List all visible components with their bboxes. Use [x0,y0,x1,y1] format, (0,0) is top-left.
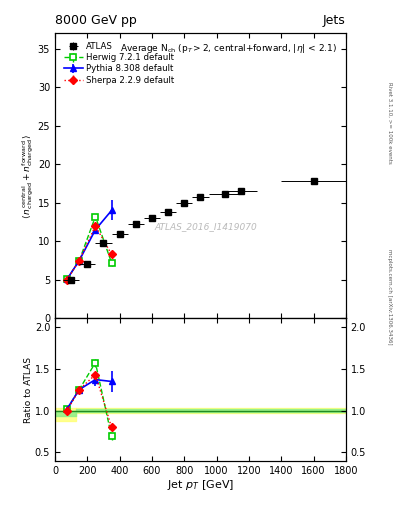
Y-axis label: Ratio to ATLAS: Ratio to ATLAS [24,356,33,422]
X-axis label: Jet $p_T$ [GeV]: Jet $p_T$ [GeV] [167,478,234,493]
Text: Rivet 3.1.10, >= 100k events: Rivet 3.1.10, >= 100k events [387,82,392,164]
Legend: ATLAS, Herwig 7.2.1 default, Pythia 8.308 default, Sherpa 2.2.9 default: ATLAS, Herwig 7.2.1 default, Pythia 8.30… [62,40,176,87]
Text: 8000 GeV pp: 8000 GeV pp [55,14,137,27]
Y-axis label: $\langle\, n^{\rm central}_{\rm charged} + n^{\rm forward}_{\rm charged}\, \rang: $\langle\, n^{\rm central}_{\rm charged}… [21,133,36,219]
Text: Jets: Jets [323,14,346,27]
Text: mcplots.cern.ch [arXiv:1306.3436]: mcplots.cern.ch [arXiv:1306.3436] [387,249,392,345]
Text: Average N$_{\rm ch}$ (p$_T$$>$2, central+forward, $|\eta|$ < 2.1): Average N$_{\rm ch}$ (p$_T$$>$2, central… [120,42,337,55]
Text: ATLAS_2016_I1419070: ATLAS_2016_I1419070 [155,223,258,231]
